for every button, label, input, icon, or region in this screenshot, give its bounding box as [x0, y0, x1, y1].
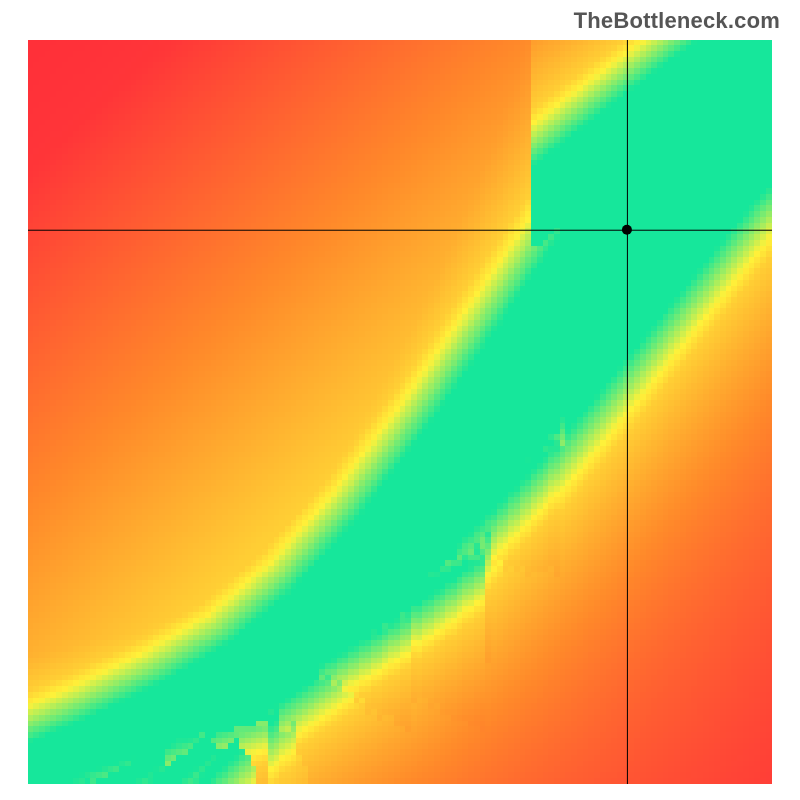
- heatmap-canvas: [28, 40, 772, 784]
- chart-container: TheBottleneck.com: [0, 0, 800, 800]
- source-label: TheBottleneck.com: [574, 8, 780, 34]
- plot-area: [28, 40, 772, 784]
